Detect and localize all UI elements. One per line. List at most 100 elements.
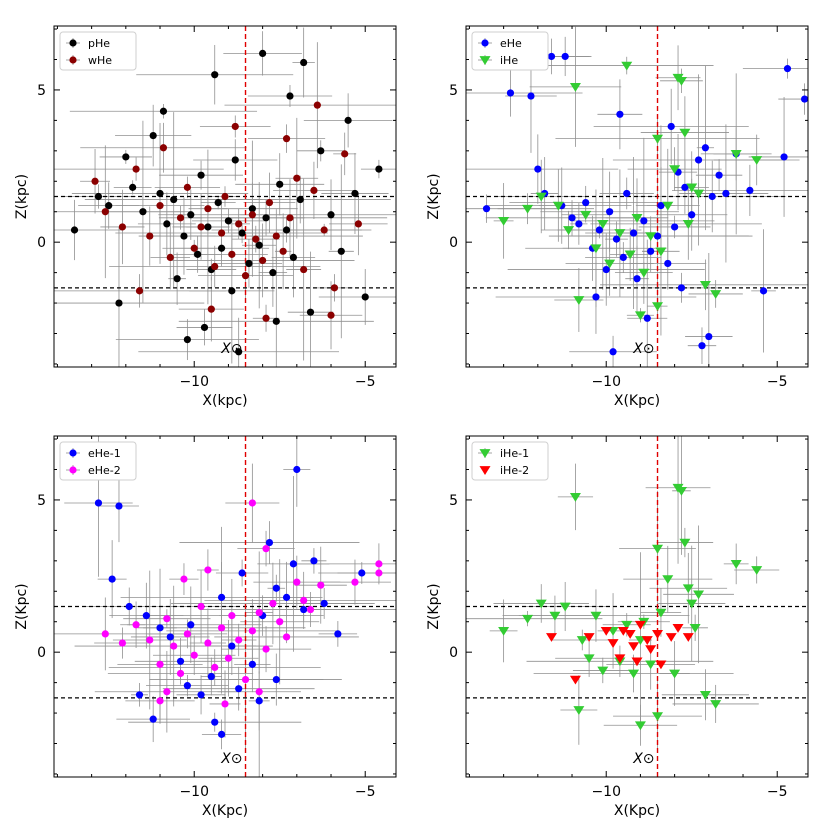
data-point-eHe [547,52,556,61]
data-point-eHe [633,275,641,283]
data-point-eHe-1 [156,624,164,632]
data-point-iHe [655,247,667,257]
data-point-pHe [300,58,308,67]
data-point-eHe-1 [217,730,226,738]
x-axis-label: X(kpc) [202,393,247,409]
data-point-wHe [327,311,335,319]
data-point-eHe-1 [115,502,123,510]
data-point-eHe-2 [221,700,229,708]
data-point-eHe-1 [176,657,185,665]
data-point-pHe [238,229,246,237]
legend-box [59,441,137,481]
data-point-iHe [751,156,763,165]
data-point-iHe-1 [686,599,698,609]
data-point-iHe-1 [628,669,640,679]
data-point-pHe [183,335,191,344]
data-point-wHe [272,232,280,240]
data-point-eHe-2 [255,608,263,617]
data-point-eHe [657,202,665,210]
y-axis-label: Z(Kpc) [426,173,442,219]
data-point-eHe [667,122,675,131]
data-point-eHe [708,192,716,201]
x-tick-label: −5 [767,784,788,800]
legend-marker-eHe-1 [69,449,77,457]
data-point-eHe-1 [265,538,274,547]
data-point-eHe-1 [197,691,205,699]
data-point-eHe-2 [248,499,256,507]
data-point-wHe [341,150,349,158]
data-point-pHe [255,241,263,249]
data-point-iHe-1 [621,620,633,630]
data-point-wHe [135,287,144,295]
data-point-pHe [296,195,304,204]
data-point-eHe [783,65,792,73]
data-point-wHe [252,235,260,243]
data-point-pHe [351,189,359,198]
data-point-eHe-1 [282,593,291,601]
data-point-eHe-2 [224,654,233,662]
data-point-wHe [262,314,270,322]
data-point-wHe [228,250,236,258]
panel-bottom-right: −10 −5 0 5 X(Kpc) Z(Kpc) X⊙ iHe-1 iHe-2 [426,435,809,819]
data-point-eHe-2 [170,642,178,650]
panel-bottom-left: −10 −5 0 5 X(Kpc) Z(Kpc) X⊙ eHe-1 eHe-2 [14,435,397,819]
legend-marker-iHe-1 [479,449,491,458]
data-point-wHe [197,223,205,231]
data-point-iHe-1 [583,654,595,664]
data-point-eHe [619,253,627,261]
data-point-eHe-2 [351,578,359,586]
sun-label: X⊙ [220,341,242,357]
data-point-eHe [715,171,723,179]
data-point-eHe [643,314,651,322]
x-tick-label: −5 [355,374,376,390]
data-point-eHe-2 [176,669,185,678]
data-point-wHe [221,192,229,201]
data-point-eHe [705,332,713,341]
data-point-eHe-1 [207,672,215,681]
data-point-eHe-2 [217,624,226,632]
legend-label-eHe-1: eHe-1 [88,447,121,460]
data-point-iHe-2 [641,636,653,645]
plot-area [466,26,808,367]
axes-frame [53,25,397,368]
y-tick-label: 5 [37,83,46,99]
sun-label: X⊙ [632,751,654,767]
data-point-wHe [354,220,362,228]
data-point-iHe-2 [624,630,636,639]
data-point-eHe-2 [262,645,270,653]
y-tick-label: 0 [449,235,458,251]
data-point-pHe [317,147,325,155]
data-point-eHe [623,189,631,198]
legend-label-iHe: iHe [500,54,518,67]
data-point-eHe-2 [375,560,383,568]
data-point-eHe [688,211,696,219]
data-point-wHe [204,205,212,213]
data-point-pHe [337,247,345,255]
data-point-iHe-2 [583,633,595,642]
data-point-pHe [235,348,243,356]
data-point-wHe [330,284,339,292]
data-point-iHe-2 [634,620,646,630]
data-point-iHe [573,296,585,305]
data-point-eHe [647,247,655,255]
legend: iHe-1 iHe-2 [471,441,549,481]
data-point-pHe [248,205,256,213]
x-tick-label: −10 [179,784,209,800]
data-point-eHe-1 [108,575,116,583]
data-point-pHe [94,192,103,201]
y-tick-label: 5 [449,83,458,99]
legend: pHe wHe [59,31,137,71]
data-point-eHe-1 [272,584,280,592]
data-point-eHe [609,348,617,356]
data-point-pHe [197,171,205,179]
x-tick-label: −5 [767,374,788,390]
data-point-eHe-2 [248,627,256,635]
data-point-iHe [634,311,646,321]
data-point-iHe-1 [498,627,510,636]
data-point-iHe-2 [672,623,684,633]
data-point-pHe [200,323,209,332]
data-point-iHe-2 [569,675,581,685]
data-point-eHe-1 [142,612,150,620]
x-tick-label: −10 [179,374,209,390]
